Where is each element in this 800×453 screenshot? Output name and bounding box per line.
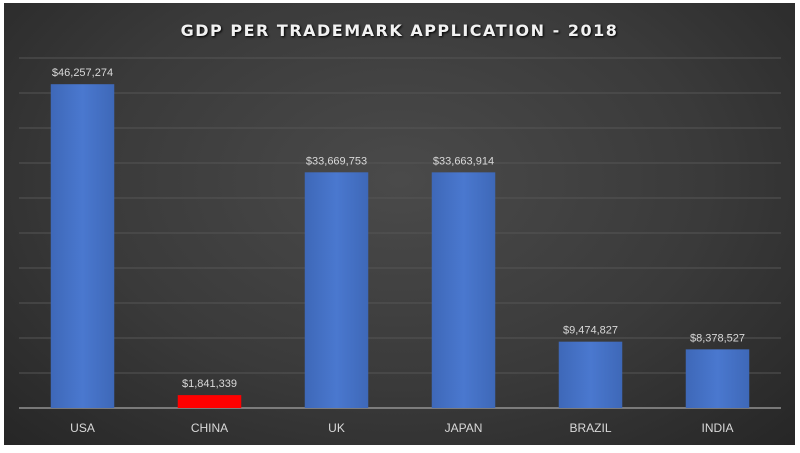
data-label-uk: $33,669,753 — [306, 155, 367, 167]
x-tick-label-uk: UK — [328, 421, 345, 435]
x-tick-label-china: CHINA — [191, 421, 228, 435]
x-tick-label-usa: USA — [70, 421, 95, 435]
bar-uk — [304, 172, 369, 408]
chart-title: GDP PER TRADEMARK APPLICATION - 2018 — [180, 21, 619, 40]
bar-china — [177, 395, 242, 408]
data-label-india: $8,378,527 — [690, 332, 745, 344]
bar-usa — [50, 84, 115, 408]
x-tick-label-japan: JAPAN — [445, 421, 483, 435]
bar-japan — [431, 172, 496, 408]
data-label-usa: $46,257,274 — [52, 67, 113, 79]
data-label-japan: $33,663,914 — [433, 155, 494, 167]
data-label-brazil: $9,474,827 — [563, 325, 618, 337]
chart-area: GDP PER TRADEMARK APPLICATION - 2018 — [4, 3, 795, 445]
bar-india — [685, 349, 750, 408]
x-tick-label-brazil: BRAZIL — [569, 421, 611, 435]
x-tick-label-india: INDIA — [701, 421, 733, 435]
data-label-china: $1,841,339 — [182, 378, 237, 390]
bar-brazil — [558, 341, 623, 408]
